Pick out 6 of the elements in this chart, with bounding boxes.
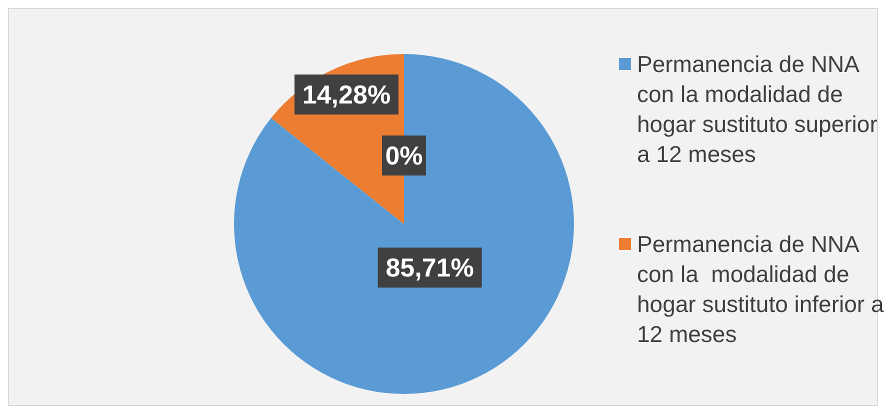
legend-label: Permanencia de NNA con la modalidad de hogar sustituto superior a 12 meses: [637, 50, 878, 169]
data-label: 14,28%: [302, 80, 391, 110]
pie-slice: [234, 54, 574, 394]
legend-label: Permanencia de NNA con la modalidad de hogar sustituto inferior a 12 meses: [637, 230, 884, 349]
text: 0%: [385, 140, 423, 170]
data-label: 85,71%: [386, 252, 474, 283]
